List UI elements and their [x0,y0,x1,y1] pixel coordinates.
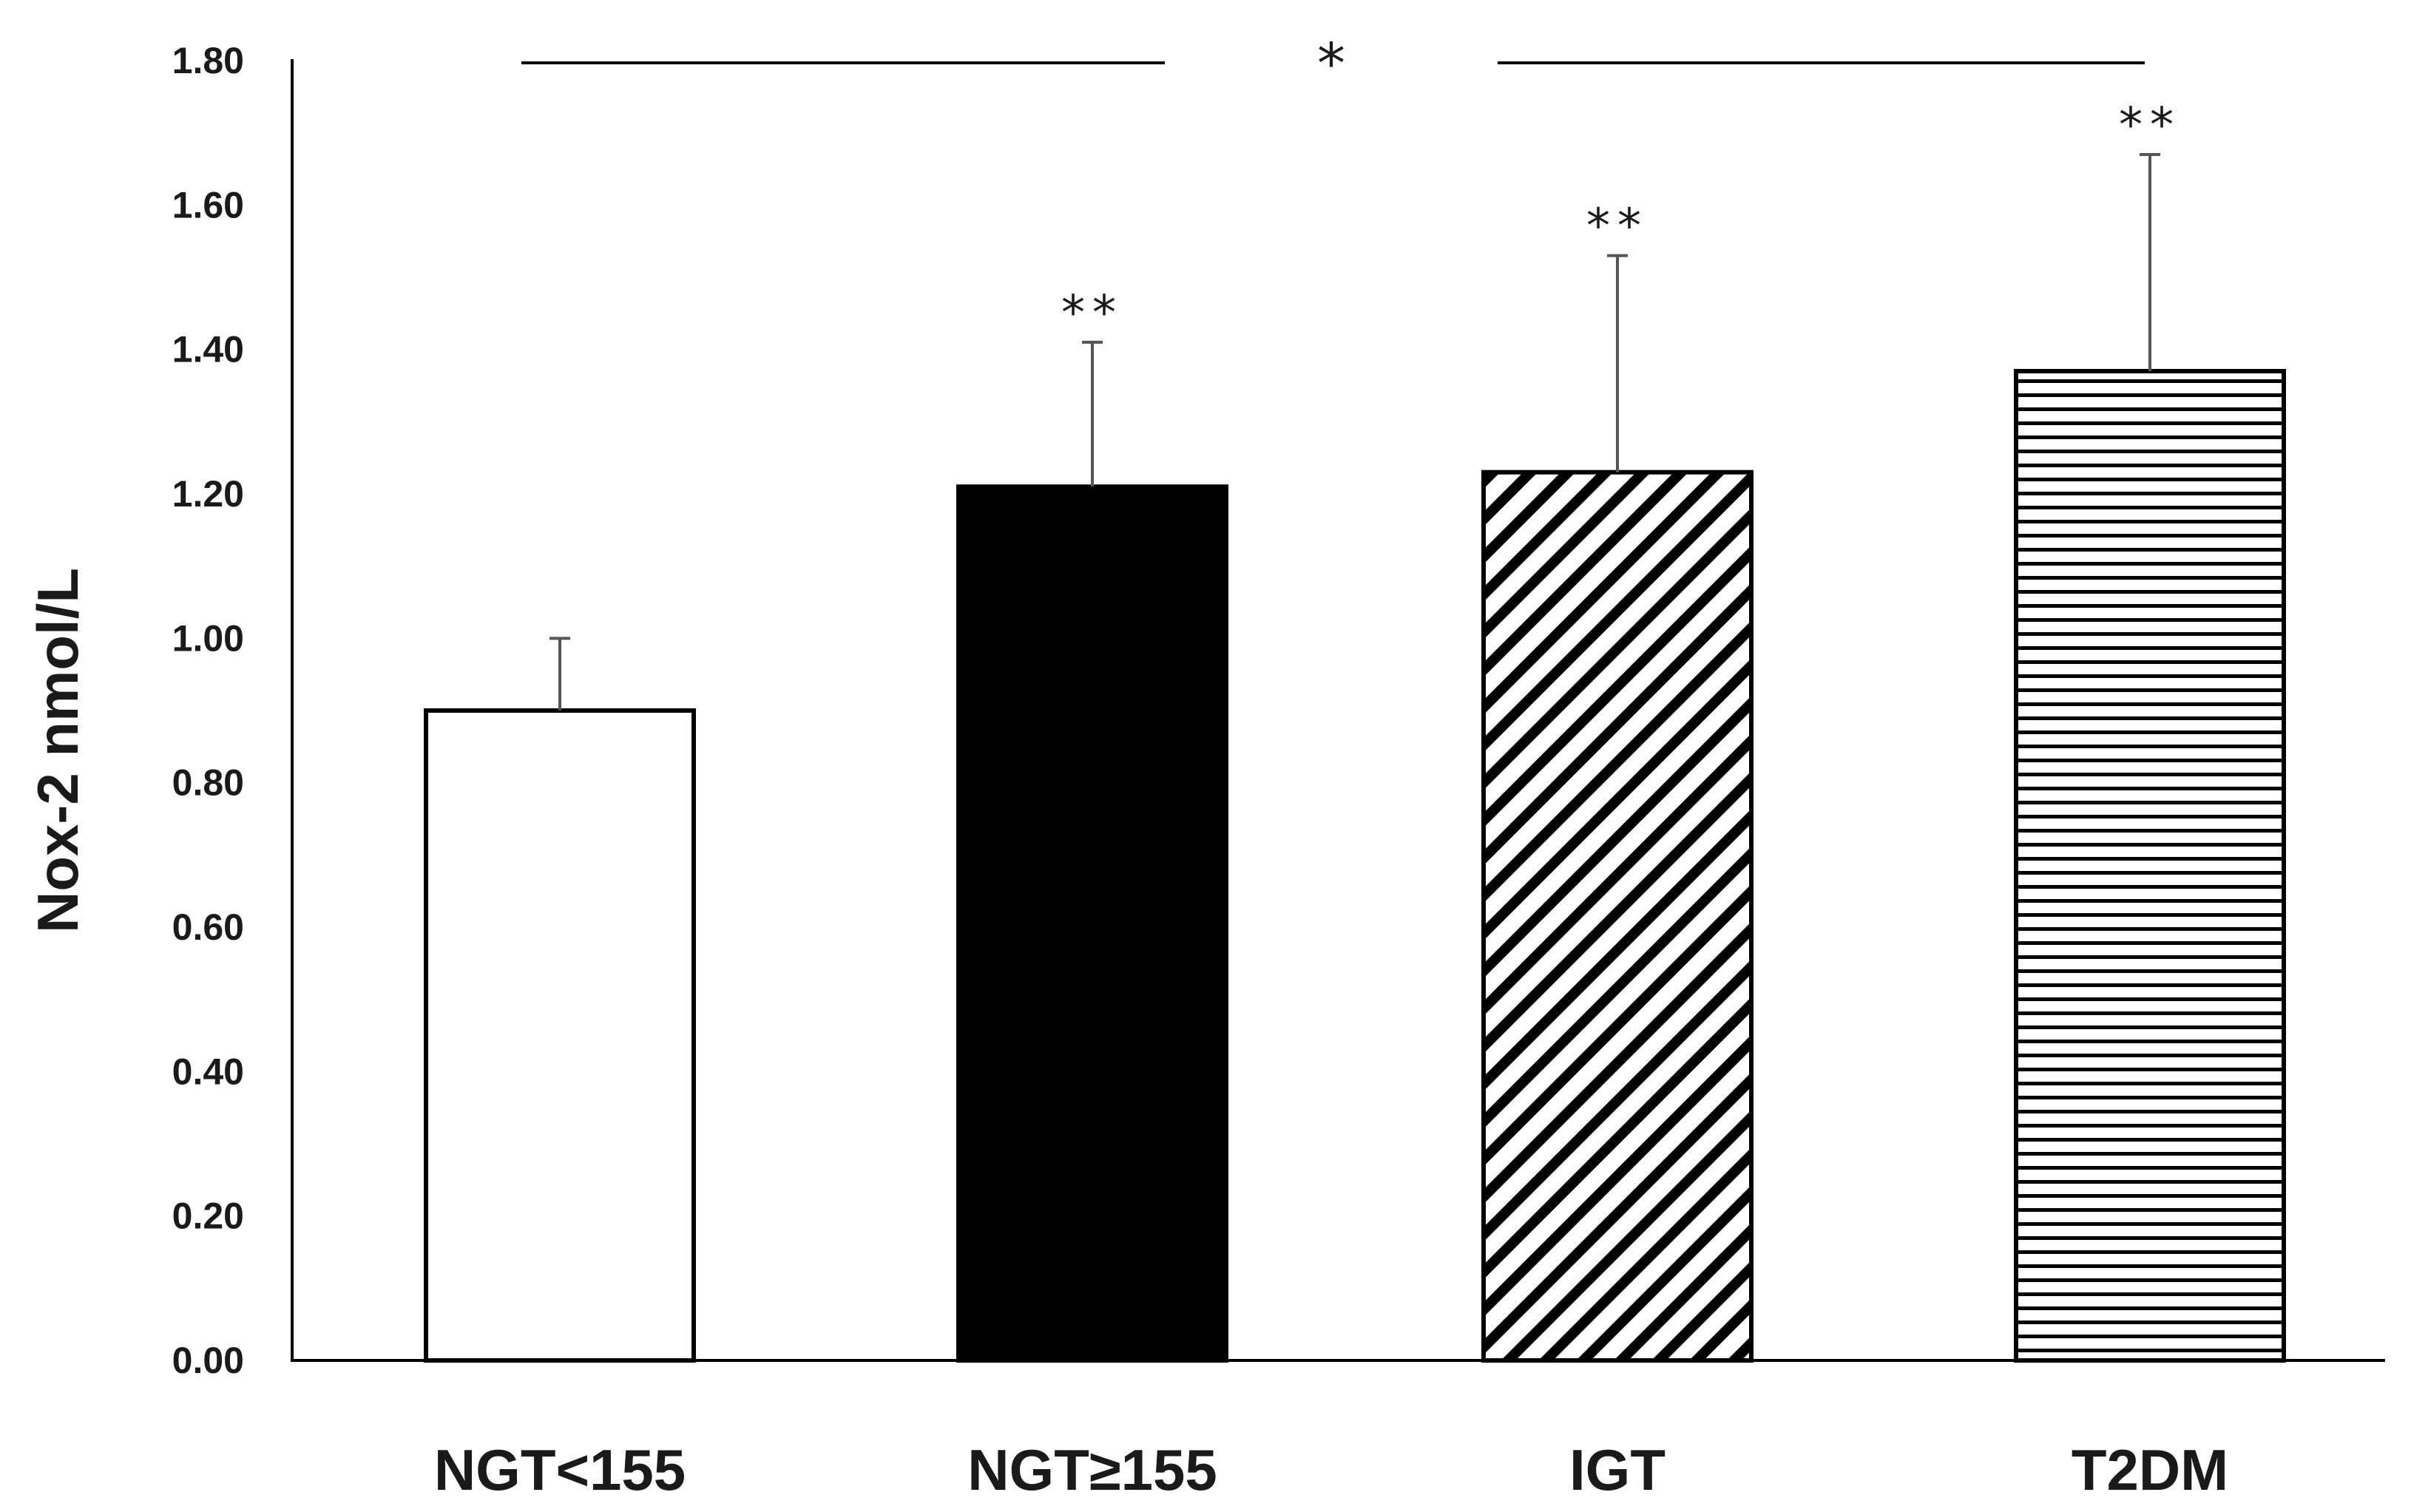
y-tick-label: 0.60 [172,906,244,948]
category-label-4: T2DM [2072,1437,2228,1502]
x-axis-category-labels: NGT<155 NGT≥155 IGT T2DM [434,1437,2228,1502]
category-label-1: NGT<155 [434,1437,686,1502]
bars-group [424,368,2286,1363]
bar-significance-2: ** [1061,286,1123,341]
bar-2 [956,484,1228,1363]
error-bars-group [549,152,2160,711]
bar-1 [424,708,696,1363]
y-tick-label: 0.00 [172,1340,244,1381]
bar-3 [1481,469,1754,1363]
bar-significance-3: ** [1586,200,1648,254]
significance-annotations: ** ** ** [1061,98,2181,341]
bar-4 [2014,368,2286,1363]
y-tick-label: 1.60 [172,184,244,226]
y-axis-title: Nox-2 nmol/L [25,568,90,933]
y-tick-label: 0.80 [172,762,244,804]
category-label-2: NGT≥155 [967,1437,1217,1502]
bar-significance-4: ** [2119,98,2181,153]
y-tick-label: 1.80 [172,40,244,81]
y-tick-label: 1.20 [172,473,244,515]
category-label-3: IGT [1569,1437,1666,1502]
y-tick-label: 0.20 [172,1196,244,1237]
comparison-significance-label: * [1317,30,1345,96]
y-tick-label: 0.40 [172,1051,244,1092]
y-tick-label: 1.40 [172,329,244,370]
y-tick-label: 1.00 [172,617,244,659]
y-axis-ticks: 0.00 0.20 0.40 0.60 0.80 1.00 1.20 1.40 1.60 1.80 [172,40,244,1381]
